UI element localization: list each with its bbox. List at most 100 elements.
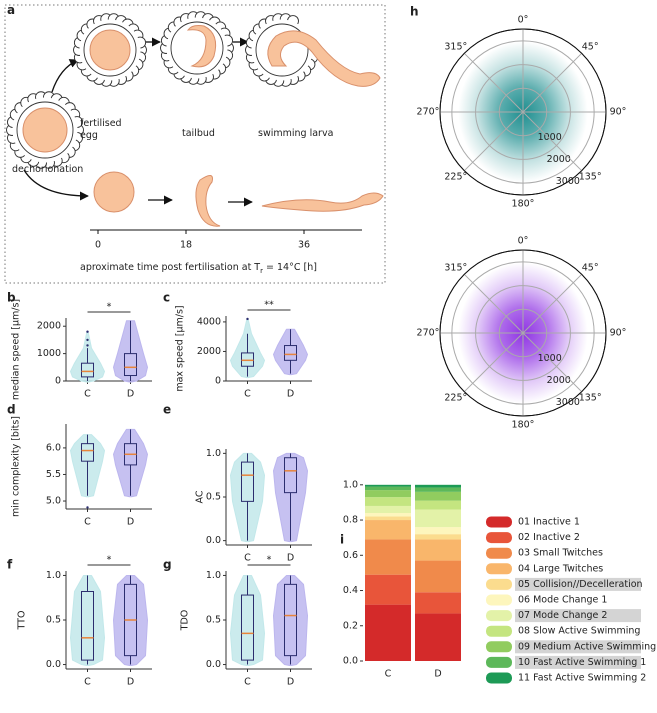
panel-letter: c <box>163 291 170 305</box>
y-tick-label: 6.0 <box>46 442 61 453</box>
angular-grid <box>463 111 524 172</box>
x-tick-label: C <box>244 677 251 688</box>
timeline-tick-label: 0 <box>95 240 101 251</box>
panel-letter: a <box>7 3 16 17</box>
x-tick-label: D <box>127 389 134 400</box>
bar-segment <box>365 490 411 498</box>
outlier <box>246 317 249 321</box>
legend-highlight <box>515 655 641 669</box>
x-tick-label: C <box>385 669 392 680</box>
y-tick-label: 0.0 <box>46 659 61 670</box>
legend-swatch <box>486 641 512 653</box>
y-tick-label: 0.5 <box>46 615 61 626</box>
bar-segment <box>365 486 411 491</box>
bar-segment <box>415 491 461 501</box>
y-axis-label: median speed [µm/s] <box>11 299 22 400</box>
bar-segment <box>365 604 411 661</box>
angle-tick-label: 45° <box>582 41 599 52</box>
violin <box>230 574 265 667</box>
violin <box>273 574 308 667</box>
timeline-tick-label: 18 <box>180 240 192 251</box>
x-tick-label: D <box>287 553 294 564</box>
angle-tick-label: 180° <box>512 420 535 431</box>
legend-swatch <box>486 547 512 559</box>
x-tick-label: D <box>127 517 134 528</box>
bar-segment <box>415 534 461 540</box>
y-tick-label: 0.0 <box>206 659 221 670</box>
legend-label: 02 Inactive 2 <box>518 532 580 543</box>
larva <box>261 192 384 212</box>
angle-tick-label: 0° <box>518 15 529 26</box>
angular-grid <box>522 332 583 393</box>
bar-segment <box>415 509 461 528</box>
hatching-larva <box>267 30 381 87</box>
angle-tick-label: 270° <box>417 107 440 118</box>
angular-grid <box>522 52 583 113</box>
angular-grid <box>522 273 583 334</box>
bar-segment <box>415 539 461 561</box>
angle-tick-label: 315° <box>444 41 467 52</box>
significance-label: * <box>267 555 272 566</box>
x-tick-label: C <box>244 389 251 400</box>
y-tick-label: 0 <box>55 376 61 387</box>
angular-grid <box>463 273 524 334</box>
y-tick-label: 5.0 <box>46 496 61 507</box>
y-tick-label: 2000 <box>37 321 61 332</box>
box <box>241 461 254 502</box>
stage-label: tailbud <box>182 128 215 139</box>
x-tick-label: D <box>127 677 134 688</box>
caption-text: aproximate time post fertilisation at T <box>80 262 261 273</box>
violin <box>230 452 265 543</box>
legend-highlight <box>515 577 641 591</box>
legend-label: 01 Inactive 1 <box>518 517 580 528</box>
angle-tick-label: 90° <box>610 328 627 339</box>
box <box>284 583 297 657</box>
bar-segment <box>365 520 411 540</box>
radial-tick-label: 2000 <box>547 375 571 386</box>
outlier <box>86 506 89 509</box>
y-tick-label: 5.5 <box>46 469 61 480</box>
dechorionation-label: dechorionation <box>12 164 84 175</box>
violin <box>113 428 148 498</box>
outlier <box>86 330 89 333</box>
legend-swatch <box>486 672 512 684</box>
y-tick-label: 0.5 <box>206 615 221 626</box>
panel-letter: f <box>7 558 13 572</box>
y-tick-label: 0.4 <box>343 585 358 596</box>
legend-label: 04 Large Twitches <box>518 563 603 574</box>
legend-label: 10 Fast Active Swimming 1 <box>518 657 646 668</box>
legend-swatch <box>486 532 512 544</box>
box <box>81 443 94 462</box>
bar-segment <box>415 484 461 488</box>
bar-segment <box>415 613 461 661</box>
x-tick-label: C <box>84 677 91 688</box>
legend-label: 07 Mode Change 2 <box>518 610 607 621</box>
box <box>124 353 137 377</box>
legend-swatch <box>486 656 512 668</box>
x-tick-label: C <box>84 517 91 528</box>
stage-label: fertilised egg <box>80 118 122 141</box>
bar-segment <box>365 484 411 487</box>
timeline-tick-label: 36 <box>298 240 310 251</box>
y-tick-label: 1.0 <box>206 570 221 581</box>
tailbud-embryo <box>195 175 221 227</box>
outlier <box>86 344 89 347</box>
angle-tick-label: 0° <box>518 236 529 247</box>
embryo <box>93 171 135 213</box>
angle-tick-label: 225° <box>444 393 467 404</box>
y-axis-label: min complexity [bits] <box>11 416 22 517</box>
y-tick-label: 0.6 <box>343 550 358 561</box>
significance-label: * <box>107 555 112 566</box>
angle-tick-label: 45° <box>582 262 599 273</box>
box <box>284 345 297 361</box>
y-tick-label: 4000 <box>197 316 221 327</box>
arrow <box>51 59 79 93</box>
x-tick-label: D <box>434 669 441 680</box>
angle-tick-label: 180° <box>512 199 535 210</box>
bar-segment <box>365 513 411 517</box>
legend-label: 09 Medium Active Swimming <box>518 641 656 652</box>
y-tick-label: 2000 <box>197 346 221 357</box>
y-tick-label: 1.0 <box>206 448 221 459</box>
legend-swatch <box>486 516 512 528</box>
bar-segment <box>415 560 461 593</box>
